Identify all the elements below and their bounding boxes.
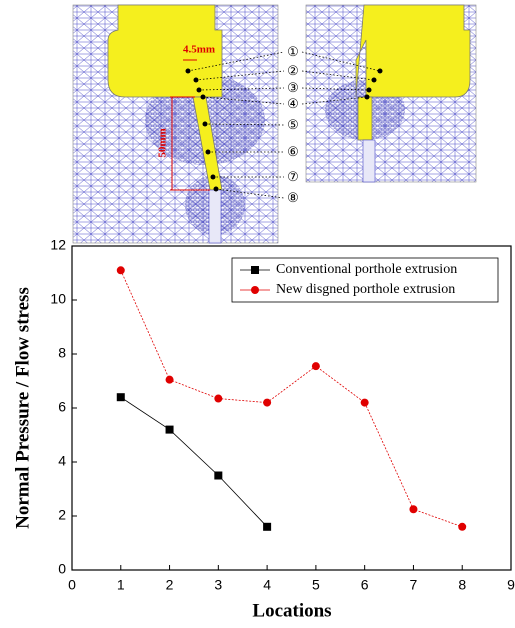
- data-point: [117, 393, 125, 401]
- extrudate: [209, 190, 221, 243]
- legend-label: Conventional porthole extrusion: [276, 262, 457, 277]
- y-tick-label: 10: [50, 291, 66, 307]
- die: [356, 5, 470, 97]
- dimension-label: 4.5mm: [183, 44, 215, 56]
- data-point: [263, 523, 271, 531]
- series-line: [121, 397, 267, 527]
- chart: Locations Normal Pressure / Flow stress …: [12, 237, 515, 622]
- extrudate: [363, 140, 375, 182]
- data-point: [361, 399, 369, 407]
- x-tick-label: 3: [214, 577, 222, 593]
- location-label: ⑧: [287, 190, 299, 205]
- y-tick-label: 4: [58, 453, 66, 469]
- location-label: ⑥: [287, 144, 299, 159]
- y-tick-label: 12: [50, 237, 66, 253]
- data-point: [458, 523, 466, 531]
- location-dot: [367, 88, 372, 93]
- data-point: [166, 376, 174, 384]
- x-tick-label: 4: [263, 577, 271, 593]
- location-dot: [378, 69, 383, 74]
- location-label: ③: [287, 80, 299, 95]
- location-label: ⑤: [287, 117, 299, 132]
- location-dot: [372, 78, 377, 83]
- x-tick-label: 6: [361, 577, 369, 593]
- legend-marker: [251, 266, 259, 274]
- location-dot: [206, 150, 211, 155]
- x-tick-label: 5: [312, 577, 320, 593]
- dimension-label: 50mm: [157, 128, 169, 157]
- left-panel: 4.5mm 50mm: [73, 5, 278, 243]
- location-dot: [203, 122, 208, 127]
- location-dot: [186, 69, 191, 74]
- location-dot: [194, 78, 199, 83]
- location-dot: [211, 175, 216, 180]
- location-dot: [365, 95, 370, 100]
- x-tick-label: 1: [117, 577, 125, 593]
- data-point: [166, 426, 174, 434]
- x-tick-label: 0: [68, 577, 76, 593]
- legend-label: New disgned porthole extrusion: [276, 282, 455, 297]
- y-tick-label: 0: [58, 561, 66, 577]
- location-label: ②: [287, 63, 299, 78]
- data-point: [117, 266, 125, 274]
- series-line: [121, 270, 462, 527]
- x-tick-label: 2: [166, 577, 174, 593]
- location-dot: [197, 88, 202, 93]
- y-tick-label: 8: [58, 345, 66, 361]
- y-axis-label: Normal Pressure / Flow stress: [12, 287, 33, 529]
- location-label: ④: [287, 96, 299, 111]
- bearing: [358, 97, 372, 140]
- data-point: [214, 472, 222, 480]
- x-axis-label: Locations: [252, 600, 331, 621]
- location-label: ①: [287, 44, 299, 59]
- data-point: [263, 399, 271, 407]
- x-tick-label: 9: [507, 577, 515, 593]
- location-label: ⑦: [287, 169, 299, 184]
- figure: 4.5mm 50mm ① ② ③④ ⑤ ⑥ ⑦ ⑧ Locations Normal Pre…: [0, 0, 515, 628]
- data-point: [409, 505, 417, 513]
- data-point: [214, 395, 222, 403]
- x-tick-label: 7: [410, 577, 418, 593]
- data-point: [312, 362, 320, 370]
- legend-marker: [251, 286, 259, 294]
- location-dot: [214, 187, 219, 192]
- location-dot: [201, 95, 206, 100]
- y-tick-label: 6: [58, 399, 66, 415]
- right-panel: [306, 5, 476, 182]
- x-tick-label: 8: [458, 577, 466, 593]
- y-tick-label: 2: [58, 507, 66, 523]
